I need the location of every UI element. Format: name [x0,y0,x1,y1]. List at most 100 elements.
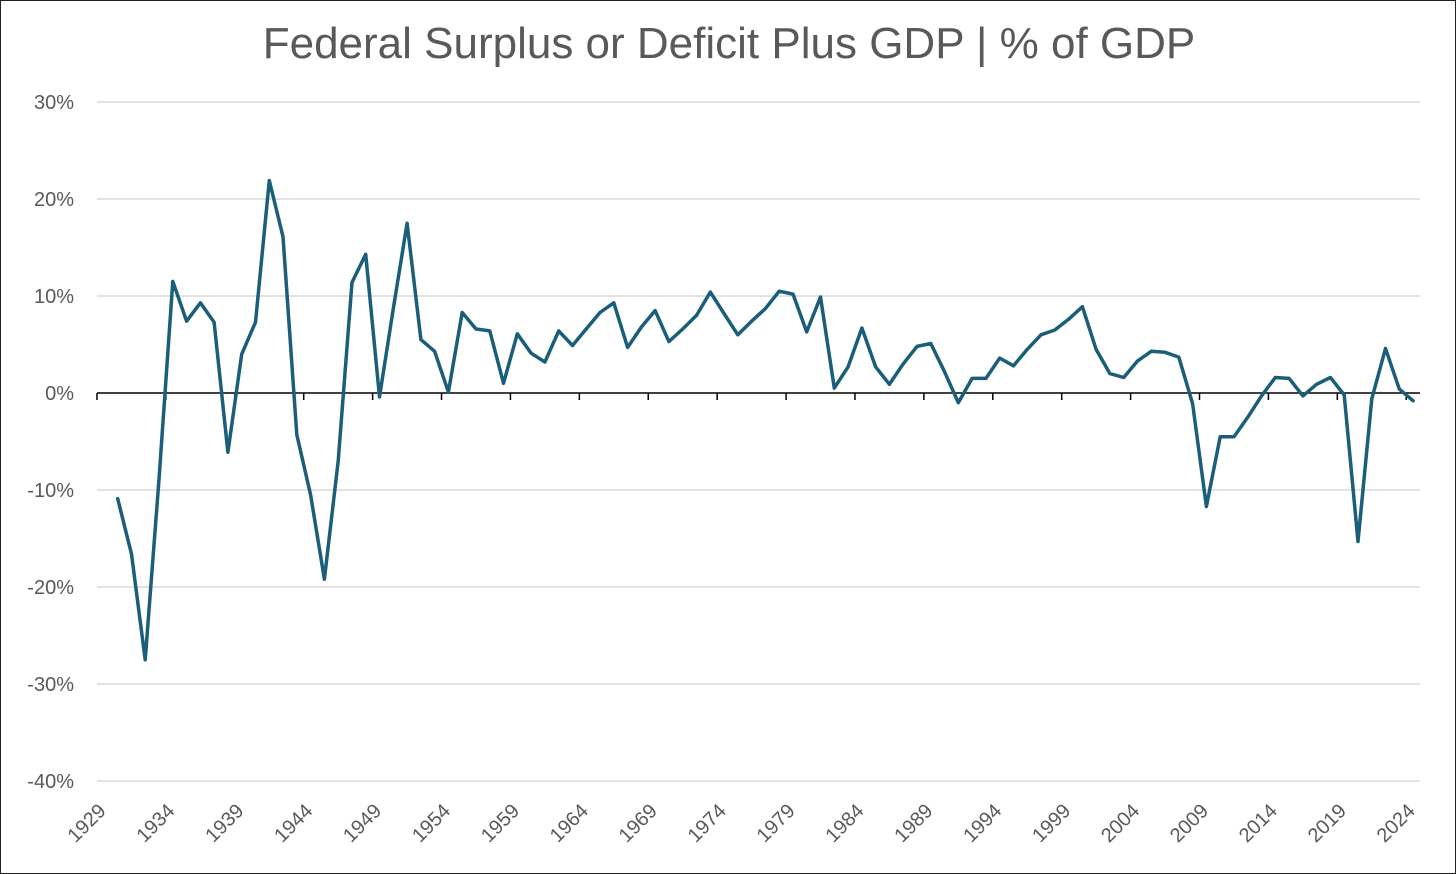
data-point [653,309,657,313]
data-point [1397,387,1401,391]
data-point [226,450,230,454]
data-point [1411,399,1415,403]
data-point [1163,350,1167,354]
data-point [129,552,133,556]
data-point [1384,346,1388,350]
x-tick-label: 1929 [64,800,111,847]
data-point [419,338,423,342]
data-point [612,301,616,305]
data-point [116,497,120,501]
data-point [763,307,767,311]
data-point [832,386,836,390]
data-point [253,320,257,324]
data-point [860,326,864,330]
data-point [915,344,919,348]
data-point [1177,355,1181,359]
data-point [433,349,437,353]
y-tick-label: -20% [27,577,74,599]
data-point [694,313,698,317]
data-point [667,340,671,344]
data-point [1094,347,1098,351]
y-tick-label: 0% [45,383,74,405]
data-point [1301,394,1305,398]
data-point [543,360,547,364]
data-point [474,327,478,331]
data-point [1342,393,1346,397]
data-point [322,577,326,581]
data-point [529,351,533,355]
data-point [460,310,464,314]
data-point [846,365,850,369]
data-point [901,362,905,366]
data-point [929,342,933,346]
data-point [750,319,754,323]
data-point [267,179,271,183]
data-point [143,658,147,662]
data-point [1039,333,1043,337]
data-point [1135,359,1139,363]
data-point [736,333,740,337]
data-point [1204,504,1208,508]
x-tick-label: 1939 [201,800,248,847]
y-tick-label: 30% [34,92,74,114]
data-point [1246,415,1250,419]
x-tick-label: 1954 [408,800,455,847]
x-tick-label: 1999 [1028,800,1075,847]
x-tick-label: 1959 [477,800,524,847]
data-point [350,280,354,284]
data-point [1260,394,1264,398]
chart-title: Federal Surplus or Deficit Plus GDP | % … [262,19,1196,68]
x-tick-label: 2024 [1373,800,1420,847]
x-tick-label: 1969 [615,800,662,847]
data-point [598,310,602,314]
x-tick-label: 1994 [959,800,1006,847]
data-point [956,401,960,405]
data-point [1315,382,1319,386]
x-tick-label: 2004 [1097,800,1144,847]
data-point [1232,435,1236,439]
data-point [488,329,492,333]
data-point [405,221,409,225]
data-point [364,252,368,256]
data-point [240,352,244,356]
data-point [639,325,643,329]
x-tick-label: 2014 [1235,800,1282,847]
y-tick-label: -10% [27,480,74,502]
data-point [1025,347,1029,351]
data-point [805,330,809,334]
data-point [1191,402,1195,406]
data-point [198,301,202,305]
data-point [1370,397,1374,401]
x-tick-label: 1984 [821,800,868,847]
y-tick-label: 20% [34,189,74,211]
data-point [446,390,450,394]
x-tick-label: 1944 [270,800,317,847]
data-point [722,311,726,315]
data-point [1053,328,1057,332]
data-point [1149,349,1153,353]
data-point [391,307,395,311]
data-point [584,327,588,331]
x-tick-label: 1964 [546,800,593,847]
data-point [1011,364,1015,368]
data-point [998,356,1002,360]
y-tick-label: -40% [27,771,74,793]
x-tick-label: 2019 [1304,800,1351,847]
x-tick-label: 1934 [132,800,179,847]
data-point [1067,317,1071,321]
data-point [943,370,947,374]
data-point [708,290,712,294]
y-tick-label: -30% [27,674,74,696]
data-point [984,376,988,380]
y-tick-label: 10% [34,286,74,308]
data-point [281,235,285,239]
x-tick-label: 1979 [753,800,800,847]
data-point [1080,305,1084,309]
data-point [1218,435,1222,439]
data-point [791,292,795,296]
data-point [378,395,382,399]
data-point [1108,372,1112,376]
data-point [1356,539,1360,543]
